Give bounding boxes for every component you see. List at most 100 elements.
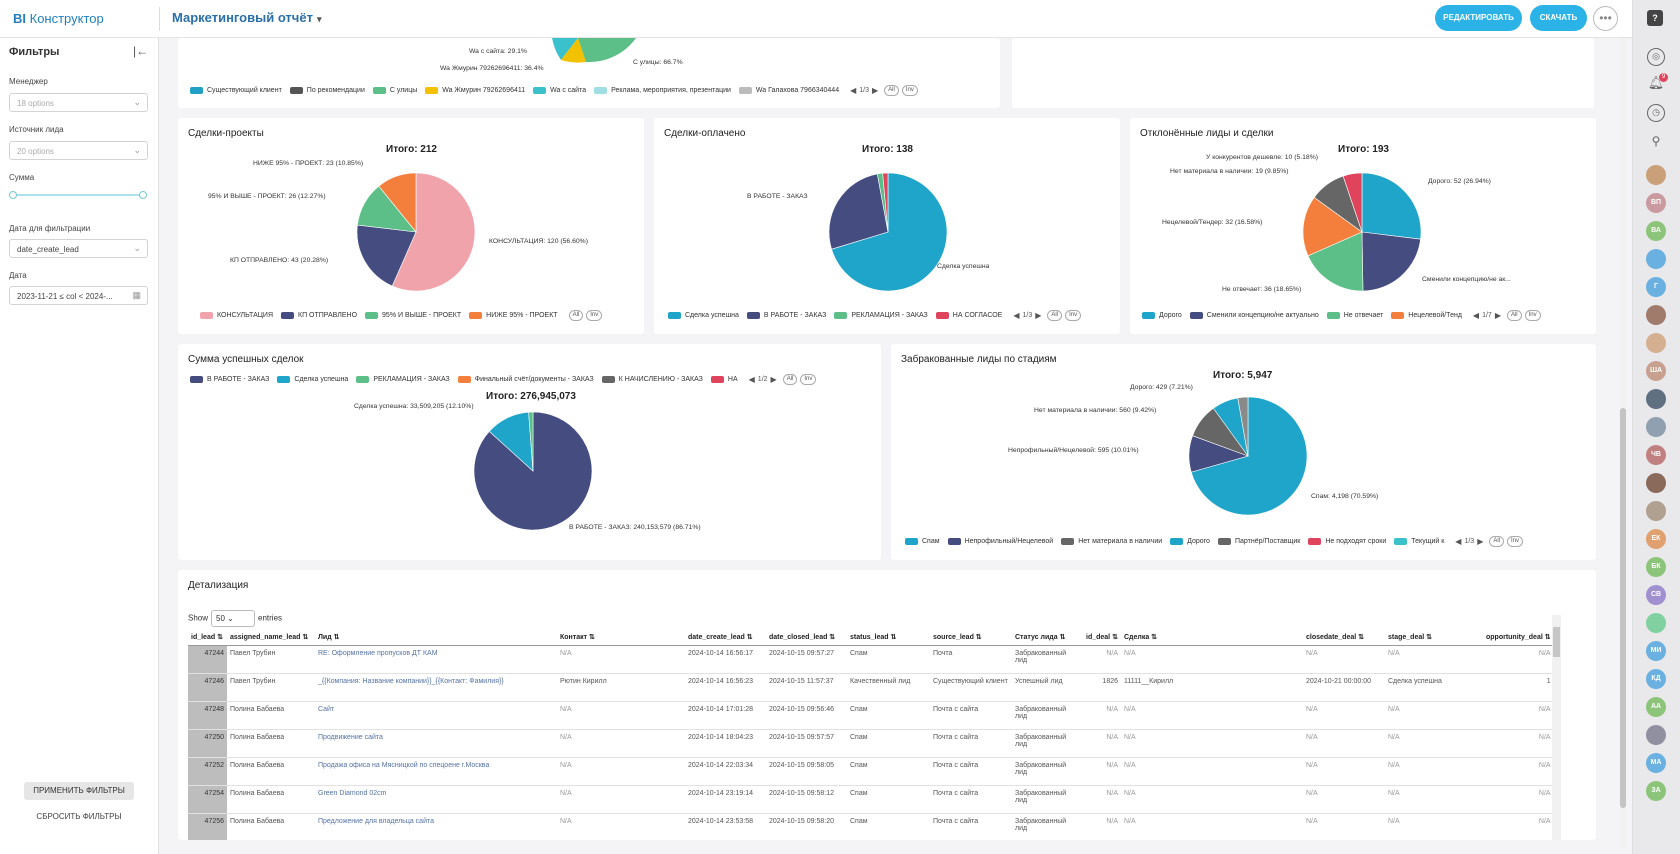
- legend-all-button[interactable]: All: [782, 374, 798, 385]
- legend-item[interactable]: НИЖЕ 95% - ПРОЕКТ: [469, 312, 558, 319]
- chat-icon[interactable]: ◎: [1647, 48, 1665, 66]
- legend-item[interactable]: Нет материала в наличии: [1061, 538, 1162, 545]
- legend-item[interactable]: Wa Галахова 7966340444: [738, 87, 839, 94]
- edit-button[interactable]: РЕДАКТИРОВАТЬ: [1435, 5, 1522, 31]
- user-avatar[interactable]: МИ: [1646, 641, 1666, 661]
- pie-slice[interactable]: [1237, 396, 1249, 457]
- pie-slice[interactable]: [578, 38, 636, 63]
- table-row[interactable]: 47244 Павел Трубин RE: Оформление пропуско…: [188, 645, 1554, 674]
- column-header-source_lead[interactable]: source_lead ⇅: [930, 629, 1012, 646]
- more-options-icon[interactable]: •••: [1593, 6, 1618, 31]
- user-avatar[interactable]: [1646, 333, 1666, 353]
- legend-item[interactable]: КОНСУЛЬТАЦИЯ: [200, 312, 273, 319]
- pie-slice[interactable]: [1307, 231, 1364, 292]
- user-avatar[interactable]: КД: [1646, 669, 1666, 689]
- scrollbar-thumb[interactable]: [1553, 627, 1560, 657]
- user-avatar[interactable]: [1646, 501, 1666, 521]
- column-header-Лид[interactable]: Лид ⇅: [315, 629, 557, 646]
- user-avatar[interactable]: ЧВ: [1646, 445, 1666, 465]
- legend-item[interactable]: РЕКЛАМАЦИЯ - ЗАКАЗ: [356, 376, 450, 383]
- legend-item[interactable]: К НАЧИСЛЕНИЮ - ЗАКАЗ: [601, 376, 703, 383]
- column-header-date_closed_lead[interactable]: date_closed_lead ⇅: [766, 629, 847, 646]
- user-avatar[interactable]: АА: [1646, 697, 1666, 717]
- column-header-id_deal[interactable]: id_deal ⇅: [1083, 629, 1121, 646]
- legend-all-button[interactable]: All: [1489, 536, 1505, 547]
- user-avatar[interactable]: [1646, 305, 1666, 325]
- legend-all-button[interactable]: All: [1047, 310, 1063, 321]
- legend-item[interactable]: Нецелевой/Тенд: [1391, 312, 1462, 319]
- legend-item[interactable]: Текущий к: [1394, 538, 1444, 545]
- pie-slice[interactable]: [831, 172, 948, 292]
- user-avatar[interactable]: МА: [1646, 753, 1666, 773]
- legend-item[interactable]: Непрофильный/Нецелевой: [947, 538, 1053, 545]
- legend-all-button[interactable]: All: [1506, 310, 1522, 321]
- legend-item[interactable]: Сделка успешна: [277, 376, 348, 383]
- legend-item[interactable]: В РАБОТЕ - ЗАКАЗ: [190, 376, 269, 383]
- entries-select[interactable]: 50 ⌄: [211, 610, 256, 627]
- legend-item[interactable]: НА: [710, 376, 738, 383]
- table-row[interactable]: 47248 Полина Бабаева Сайт N/A 2024-10-14 17:…: [188, 701, 1554, 730]
- legend-invert-button[interactable]: Inv: [901, 85, 918, 96]
- legend-invert-button[interactable]: Inv: [586, 310, 603, 321]
- legend-item[interactable]: Не подходят сроки: [1308, 538, 1386, 545]
- legend-invert-button[interactable]: Inv: [1507, 536, 1524, 547]
- legend-item[interactable]: Партнёр/Поставщик: [1217, 538, 1300, 545]
- column-header-id_lead[interactable]: id_lead ⇅: [188, 629, 227, 646]
- legend-all-button[interactable]: All: [568, 310, 584, 321]
- legend-item[interactable]: НА СОГЛАСОЕ: [935, 312, 1002, 319]
- legend-item[interactable]: По рекомендации: [289, 87, 365, 94]
- user-avatar[interactable]: ВА: [1646, 221, 1666, 241]
- slider-min-handle[interactable]: [9, 191, 17, 199]
- pie-slice[interactable]: [552, 38, 578, 60]
- legend-item[interactable]: 95% И ВЫШЕ - ПРОЕКТ: [365, 312, 461, 319]
- pie-slice[interactable]: [356, 224, 417, 287]
- legend-item[interactable]: Сделка успешна: [668, 312, 739, 319]
- prev-page-icon[interactable]: ◀: [1455, 537, 1462, 546]
- column-header-opportunity_deal[interactable]: opportunity_deal ⇅: [1483, 629, 1554, 646]
- slider-max-handle[interactable]: [139, 191, 147, 199]
- collapse-panel-icon[interactable]: |←: [133, 44, 149, 58]
- legend-item[interactable]: КП ОТПРАВЛЕНО: [281, 312, 357, 319]
- next-page-icon[interactable]: ▶: [872, 86, 879, 95]
- user-avatar[interactable]: ВП: [1646, 193, 1666, 213]
- table-row[interactable]: 47252 Полина Бабаева Продажа офиса на Мясн…: [188, 757, 1554, 786]
- date-filter-select[interactable]: date_create_lead ⌄: [9, 239, 148, 258]
- page-scrollbar[interactable]: [1616, 38, 1628, 854]
- legend-item[interactable]: Не отвечает: [1326, 312, 1383, 319]
- column-header-stage_deal[interactable]: stage_deal ⇅: [1385, 629, 1483, 646]
- prev-page-icon[interactable]: ◀: [748, 375, 755, 384]
- column-header-status_lead[interactable]: status_lead ⇅: [847, 629, 930, 646]
- next-page-icon[interactable]: ▶: [770, 375, 777, 384]
- legend-item[interactable]: РЕКЛАМАЦИЯ - ЗАКАЗ: [834, 312, 928, 319]
- reset-filters-button[interactable]: СБРОСИТЬ ФИЛЬТРЫ: [36, 812, 122, 821]
- prev-page-icon[interactable]: ◀: [850, 86, 857, 95]
- manager-select[interactable]: 18 options ⌄: [9, 93, 148, 112]
- pie-slice[interactable]: [1361, 172, 1422, 240]
- pie-slice[interactable]: [391, 172, 476, 292]
- next-page-icon[interactable]: ▶: [1035, 311, 1042, 320]
- legend-invert-button[interactable]: Inv: [1065, 310, 1082, 321]
- user-avatar[interactable]: [1646, 473, 1666, 493]
- prev-page-icon[interactable]: ◀: [1013, 311, 1020, 320]
- user-avatar[interactable]: БК: [1646, 557, 1666, 577]
- legend-item[interactable]: Дорого: [1170, 538, 1210, 545]
- brand-logo[interactable]: BI Конструктор: [13, 11, 104, 26]
- legend-item[interactable]: Существующий клиент: [190, 87, 282, 94]
- help-icon[interactable]: ?: [1647, 10, 1663, 26]
- source-select[interactable]: 20 options ⌄: [9, 141, 148, 160]
- legend-item[interactable]: Wa с сайта: [533, 87, 586, 94]
- column-header-closedate_deal[interactable]: closedate_deal ⇅: [1303, 629, 1385, 646]
- user-avatar[interactable]: [1646, 613, 1666, 633]
- legend-item[interactable]: Сменили концепцию/не актуально: [1189, 312, 1319, 319]
- apply-filters-button[interactable]: ПРИМЕНИТЬ ФИЛЬТРЫ: [24, 782, 134, 800]
- legend-item[interactable]: Дорого: [1142, 312, 1182, 319]
- pie-slice[interactable]: [828, 173, 889, 250]
- legend-item[interactable]: С улицы: [372, 87, 417, 94]
- pie-slice[interactable]: [1361, 231, 1421, 292]
- table-row[interactable]: 47256 Полина Бабаева Предложение для владе…: [188, 813, 1554, 840]
- user-avatar[interactable]: [1646, 725, 1666, 745]
- pie-slice[interactable]: [473, 411, 593, 531]
- user-avatar[interactable]: ЗА: [1646, 781, 1666, 801]
- legend-all-button[interactable]: All: [884, 85, 899, 96]
- column-header-Сделка[interactable]: Сделка ⇅: [1121, 629, 1303, 646]
